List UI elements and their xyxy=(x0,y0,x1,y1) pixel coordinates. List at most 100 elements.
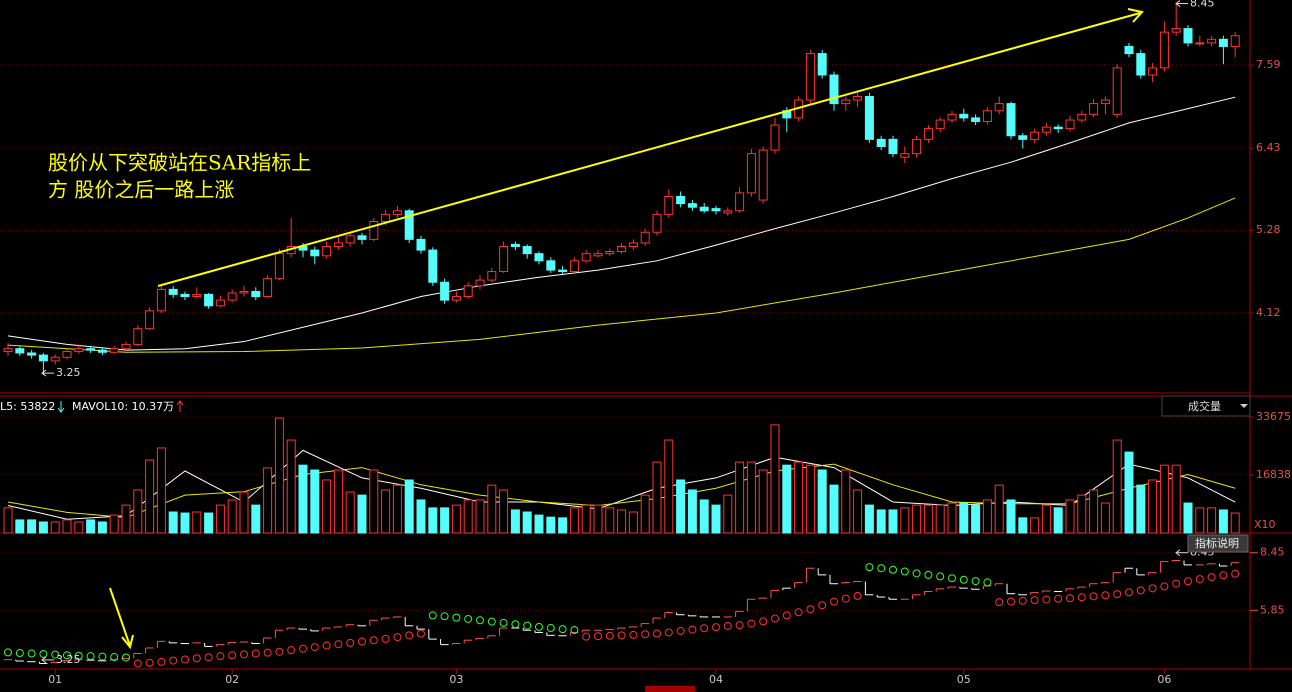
sar-dot xyxy=(476,616,484,625)
volume-bar xyxy=(510,509,520,534)
candle-body xyxy=(558,269,568,273)
candle-body xyxy=(746,153,756,194)
candle-body xyxy=(1124,45,1134,55)
candle-body xyxy=(168,288,178,295)
volume-bar xyxy=(487,484,497,534)
volume-bar xyxy=(1159,464,1169,534)
extreme-label: 8.45 xyxy=(1190,0,1215,10)
sar-dot xyxy=(794,608,803,617)
sar-dot xyxy=(405,631,414,640)
volume-bar xyxy=(522,511,532,534)
volume-bar xyxy=(640,494,650,534)
candle-body xyxy=(971,117,981,122)
sar-dot xyxy=(841,594,850,603)
candle-body xyxy=(628,242,638,248)
candle-body xyxy=(711,208,721,212)
x-tick-label: 03 xyxy=(449,673,463,686)
candle-body xyxy=(864,95,874,140)
candle-body xyxy=(1148,67,1158,76)
volume-bar xyxy=(463,499,473,534)
volume-bar xyxy=(994,484,1004,534)
sar-dot xyxy=(464,614,473,623)
volume-bar xyxy=(15,519,25,534)
sar-dot xyxy=(806,605,815,614)
candle-body xyxy=(404,210,414,240)
help-button[interactable] xyxy=(1187,534,1249,553)
up-arrow xyxy=(176,400,184,412)
annotation: 方 股价之后一路上涨 xyxy=(48,178,234,202)
volume-bar xyxy=(758,469,768,534)
candle-body xyxy=(487,271,497,281)
sar-dot xyxy=(1219,571,1228,580)
candle-body xyxy=(15,348,25,354)
sar-dot xyxy=(1077,593,1086,602)
candle-body xyxy=(381,213,391,223)
candle-body xyxy=(499,246,509,273)
sar-dot xyxy=(629,630,638,639)
selector-label[interactable]: 成交量 xyxy=(1188,399,1221,413)
sar-dot xyxy=(1054,594,1063,603)
sar-dot xyxy=(594,632,602,641)
sar-dot xyxy=(228,651,237,660)
sar-dot xyxy=(653,629,661,638)
sar-dot xyxy=(1042,595,1051,604)
candle-body xyxy=(605,251,615,255)
volume-bar xyxy=(1207,507,1217,534)
volume-bar xyxy=(3,507,13,534)
candle-body xyxy=(593,253,603,257)
dropdown-icon[interactable] xyxy=(1240,404,1248,408)
indicator-selector[interactable] xyxy=(1161,395,1251,417)
y-tick-label: 33675 xyxy=(1256,410,1291,423)
volume-bar xyxy=(145,459,155,534)
sar-dot xyxy=(948,574,956,583)
candle-body xyxy=(392,210,402,215)
candle-body xyxy=(1230,35,1240,47)
sar-dot xyxy=(936,572,945,581)
candle-body xyxy=(133,328,143,345)
candle-body xyxy=(27,352,37,356)
sar-dot xyxy=(1125,588,1133,597)
volume-bar xyxy=(239,491,249,534)
candle-body xyxy=(652,213,662,233)
help-button-label[interactable]: 指标说明 xyxy=(1195,536,1239,550)
y-tick-label: 8.45 xyxy=(1260,546,1285,559)
x-tick-label: 06 xyxy=(1157,673,1171,686)
volume-bar xyxy=(1030,517,1040,534)
candle-body xyxy=(1195,42,1205,45)
sar-dot xyxy=(570,626,579,635)
volume-bar xyxy=(86,519,96,534)
candle-body xyxy=(1018,135,1028,140)
volume-bar xyxy=(746,461,756,534)
volume-header: L5: 53822 xyxy=(0,400,55,413)
sar-dot xyxy=(995,598,1004,607)
sar-dot xyxy=(110,653,119,662)
sar-dot xyxy=(39,649,48,658)
volume-bar xyxy=(581,504,591,534)
sar-dot xyxy=(983,578,992,587)
volume-bar xyxy=(1171,464,1181,534)
down-arrow xyxy=(57,401,65,413)
volume-bar xyxy=(428,507,438,534)
x-tick-label: 05 xyxy=(957,673,971,686)
candle-body xyxy=(546,260,556,271)
trend-arrow-head xyxy=(1127,8,1144,23)
sar-dot xyxy=(1195,575,1204,584)
candle-body xyxy=(1136,53,1146,76)
candle-body xyxy=(86,348,96,351)
sar-dot xyxy=(169,656,178,665)
sar-dot xyxy=(204,653,213,662)
volume-bar xyxy=(699,499,709,534)
sar-dot xyxy=(1160,582,1169,591)
candle-body xyxy=(676,196,686,205)
candle-body xyxy=(357,235,367,240)
extreme-label: 3.25 xyxy=(56,366,81,379)
candle-body xyxy=(1171,28,1181,33)
sar-dot xyxy=(287,646,296,655)
volume-bar xyxy=(392,484,402,534)
volume-bar xyxy=(605,507,615,534)
sar-dot xyxy=(122,653,130,662)
volume-bar xyxy=(38,521,48,534)
volume-bar xyxy=(475,499,485,534)
volume-bar xyxy=(876,509,886,534)
